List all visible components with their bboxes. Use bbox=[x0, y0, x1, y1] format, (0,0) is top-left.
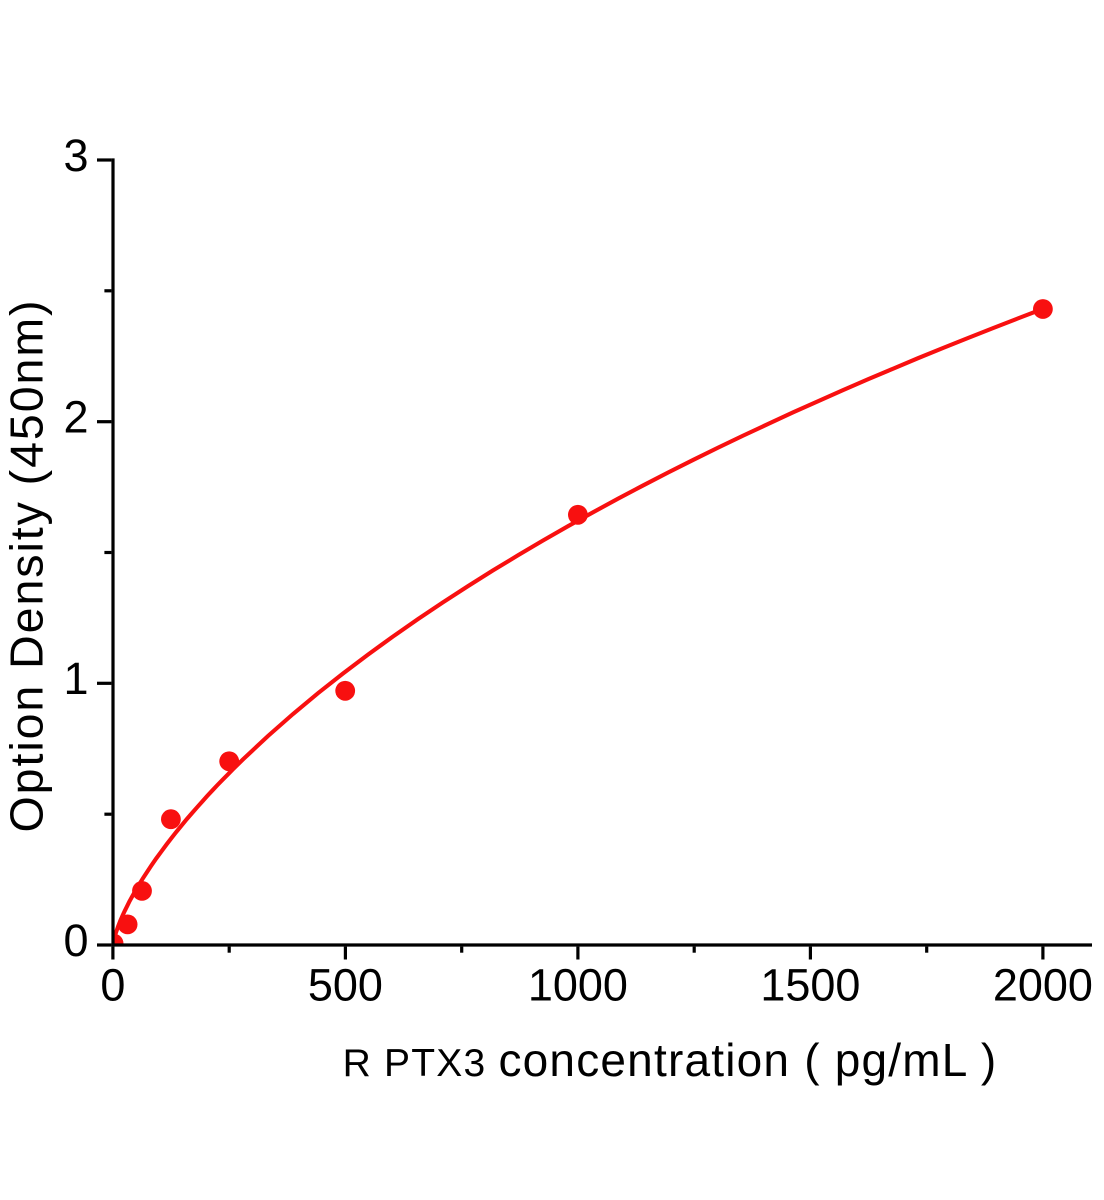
svg-text:500: 500 bbox=[308, 960, 383, 1011]
svg-text:1: 1 bbox=[63, 653, 88, 704]
svg-text:3: 3 bbox=[63, 130, 88, 181]
svg-text:0: 0 bbox=[100, 960, 125, 1011]
svg-text:Option Density (450nm): Option Density (450nm) bbox=[1, 299, 53, 833]
svg-text:2: 2 bbox=[63, 392, 88, 443]
svg-text:0: 0 bbox=[63, 915, 88, 966]
svg-text:1500: 1500 bbox=[760, 960, 860, 1011]
svg-text:2000: 2000 bbox=[993, 960, 1093, 1011]
svg-text:R PTX3 concentration ( pg/mL ): R PTX3 concentration ( pg/mL ) bbox=[343, 1034, 998, 1086]
svg-text:1000: 1000 bbox=[528, 960, 628, 1011]
